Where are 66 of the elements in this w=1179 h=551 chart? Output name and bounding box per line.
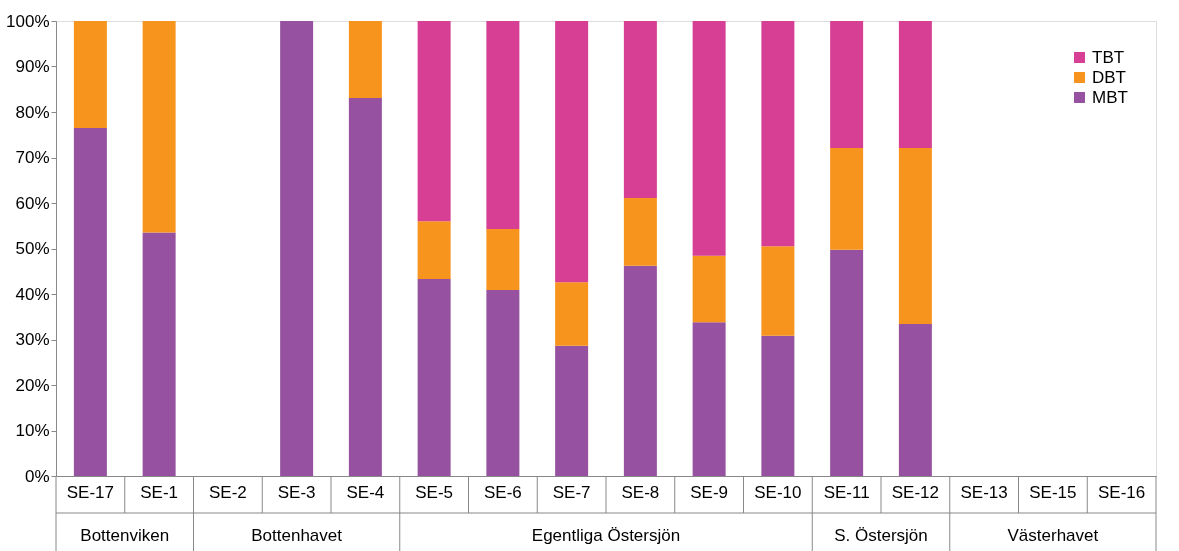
x-tick-label: SE-6	[483, 482, 522, 502]
x-tick-label: SE-13	[960, 482, 1008, 502]
y-tick-label: 60%	[15, 193, 50, 213]
x-tick-label: SE-5	[415, 482, 454, 502]
x-tick-label: SE-1	[140, 482, 179, 502]
bar	[348, 21, 382, 98]
y-tick-label: 70%	[15, 148, 50, 167]
bar	[623, 265, 657, 476]
x-tick-label: SE-10	[754, 482, 802, 502]
text: Västerhavet	[1007, 526, 1099, 545]
bar	[73, 21, 107, 128]
bar	[830, 21, 864, 148]
x-tick-label: SE-7	[552, 482, 591, 502]
bar	[692, 255, 726, 323]
text: Egentliga Östersjön	[531, 526, 681, 545]
x-tick-label: SE-3	[277, 482, 316, 502]
bar	[486, 289, 520, 476]
legend-label: DBT	[1092, 67, 1126, 87]
bar	[417, 21, 451, 222]
x-tick-label: SE-9	[690, 482, 729, 502]
x-tick-label: SE-12	[891, 482, 939, 502]
y-tick-label: 50%	[15, 239, 50, 258]
bar	[692, 21, 726, 256]
bar	[486, 21, 520, 229]
text: Bottenhavet	[251, 526, 343, 545]
y-tick-label: 80%	[15, 102, 50, 122]
bar	[555, 345, 589, 476]
bar	[623, 21, 657, 198]
legend-label: TBT	[1092, 47, 1125, 67]
bar	[417, 278, 451, 476]
bar	[898, 147, 932, 325]
bar	[348, 97, 382, 476]
x-tick-label: SE-15	[1029, 482, 1077, 502]
x-tick-label: SE-16	[1098, 482, 1146, 502]
bar	[555, 21, 589, 283]
bar	[417, 221, 451, 279]
bar	[555, 282, 589, 346]
bar	[692, 322, 726, 476]
x-tick-label: SE-17	[66, 482, 114, 502]
bar	[280, 21, 314, 476]
bar	[830, 147, 864, 250]
y-tick-label: 100%	[6, 11, 50, 31]
x-tick-label: SE-4	[346, 482, 385, 502]
bar	[830, 249, 864, 476]
text: S. Östersjön	[834, 526, 928, 545]
text: Bottenviken	[80, 526, 170, 545]
y-tick-label: 20%	[15, 375, 50, 395]
y-tick-label: 90%	[15, 57, 50, 76]
bar	[761, 335, 795, 476]
bar	[761, 246, 795, 336]
x-tick-label: SE-2	[208, 482, 247, 502]
bar	[761, 21, 795, 247]
y-tick-label: 30%	[15, 330, 50, 349]
bar	[486, 228, 520, 290]
bar	[898, 21, 932, 148]
x-tick-label: SE-11	[823, 482, 870, 502]
bar	[73, 127, 107, 476]
y-tick-label: 0%	[24, 466, 50, 486]
bar	[623, 198, 657, 266]
y-tick-label: 40%	[15, 284, 50, 304]
x-tick-label: SE-8	[621, 482, 660, 502]
bar	[142, 21, 176, 233]
y-tick-label: 10%	[15, 421, 50, 440]
legend-label: MBT	[1092, 87, 1128, 107]
bar	[898, 324, 932, 476]
bar	[142, 232, 176, 476]
